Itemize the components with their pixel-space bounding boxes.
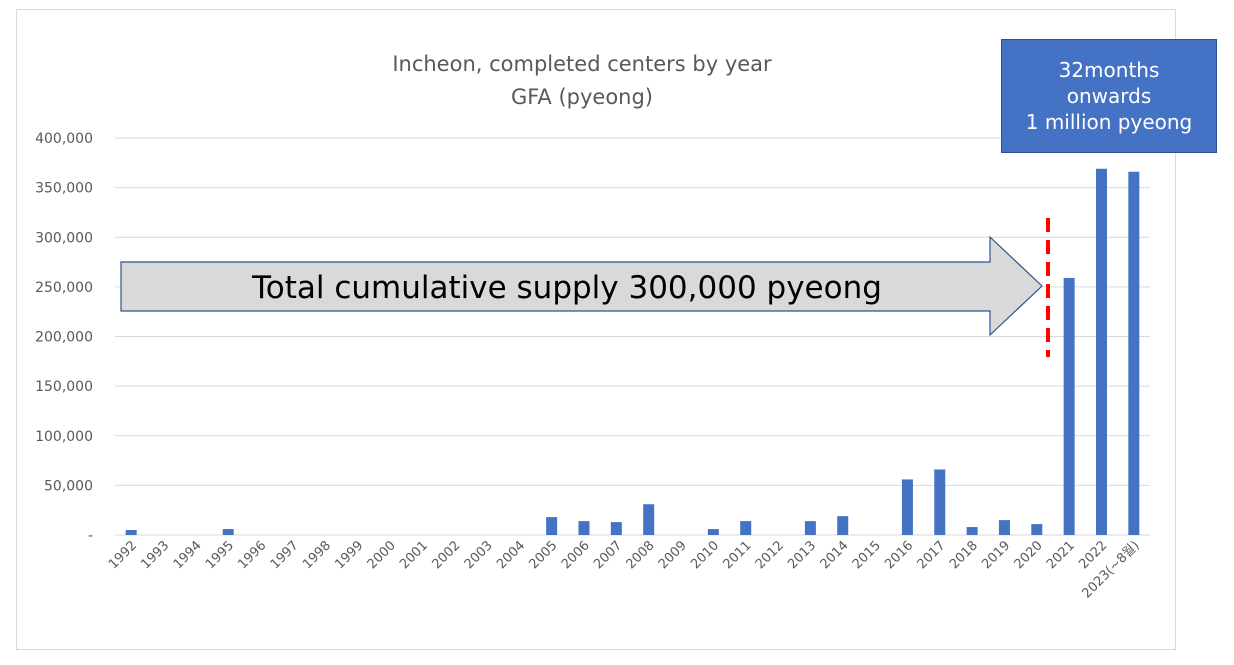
x-tick-label: 1995 bbox=[203, 538, 237, 572]
bar-2011 bbox=[740, 521, 752, 535]
y-tick-label: 300,000 bbox=[35, 230, 93, 246]
bar-1995 bbox=[222, 529, 234, 535]
x-tick-label: 2004 bbox=[494, 538, 528, 572]
bar-2007 bbox=[610, 522, 622, 535]
x-tick-label: 2013 bbox=[785, 538, 819, 572]
y-tick-label: 150,000 bbox=[35, 379, 93, 395]
callout-box: 32months onwards 1 million pyeong bbox=[1001, 39, 1217, 153]
bar-2020 bbox=[1031, 524, 1043, 535]
x-tick-label: 2012 bbox=[753, 538, 787, 572]
bar-2018 bbox=[966, 527, 978, 535]
x-tick-label: 2014 bbox=[818, 538, 852, 572]
arrow-shape bbox=[120, 235, 1043, 337]
bar-2019 bbox=[998, 520, 1010, 535]
bar-2021 bbox=[1063, 277, 1075, 535]
bars bbox=[125, 168, 1140, 535]
x-tick-label: 2019 bbox=[979, 538, 1013, 572]
x-tick-label: 2016 bbox=[882, 538, 916, 572]
callout-line-1: 32months bbox=[1058, 58, 1160, 82]
y-tick-label: 50,000 bbox=[44, 478, 93, 494]
x-tick-label: 2006 bbox=[559, 538, 593, 572]
y-tick-label: 100,000 bbox=[35, 429, 93, 445]
x-tick-label: 1997 bbox=[268, 538, 302, 572]
gridlines bbox=[115, 137, 1150, 536]
bar-2014 bbox=[837, 516, 849, 535]
arrow-label: Total cumulative supply 300,000 pyeong bbox=[251, 270, 882, 306]
x-tick-label: 2005 bbox=[526, 538, 560, 572]
x-tick-label: 1994 bbox=[171, 538, 205, 572]
x-tick-label: 1992 bbox=[106, 538, 140, 572]
x-tick-label: 2010 bbox=[688, 538, 722, 572]
callout-line-3: 1 million pyeong bbox=[1025, 110, 1193, 134]
y-tick-label: 350,000 bbox=[35, 181, 93, 197]
x-tick-label: 2009 bbox=[656, 538, 690, 572]
x-tick-label: 2021 bbox=[1044, 538, 1078, 572]
bar-2017 bbox=[934, 469, 946, 535]
x-tick-label: 1993 bbox=[138, 538, 172, 572]
cumulative-supply-arrow: Total cumulative supply 300,000 pyeong bbox=[120, 235, 1043, 337]
bar-2013 bbox=[804, 521, 816, 535]
x-tick-label: 2002 bbox=[429, 538, 463, 572]
x-tick-label: 2015 bbox=[850, 538, 884, 572]
chart-title-line-2: GFA (pyeong) bbox=[511, 85, 653, 109]
bar-2005 bbox=[546, 517, 558, 535]
callout-line-2: onwards bbox=[1066, 84, 1152, 108]
y-tick-label: 200,000 bbox=[35, 330, 93, 346]
x-tick-label: 2000 bbox=[365, 538, 399, 572]
bar-2008 bbox=[643, 504, 655, 535]
bar-1992 bbox=[125, 530, 137, 535]
x-tick-label: 1996 bbox=[235, 538, 269, 572]
y-tick-label: - bbox=[88, 528, 93, 544]
x-axis-ticks: 1992199319941995199619971998199920002001… bbox=[106, 538, 1143, 601]
x-tick-label: 1998 bbox=[300, 538, 334, 572]
chart-frame bbox=[16, 9, 1176, 650]
x-tick-label: 2003 bbox=[462, 538, 496, 572]
bar-2006 bbox=[578, 521, 590, 535]
x-tick-label: 2008 bbox=[623, 538, 657, 572]
bar-2023(~8월) bbox=[1128, 171, 1140, 535]
x-tick-label: 2007 bbox=[591, 538, 625, 572]
bar-2022 bbox=[1095, 168, 1107, 535]
x-tick-label: 2011 bbox=[721, 538, 755, 572]
x-tick-label: 1999 bbox=[332, 538, 366, 572]
y-tick-label: 250,000 bbox=[35, 280, 93, 296]
x-tick-label: 2001 bbox=[397, 538, 431, 572]
x-tick-label: 2018 bbox=[947, 538, 981, 572]
bar-2016 bbox=[901, 479, 913, 535]
x-tick-label: 2020 bbox=[1012, 538, 1046, 572]
chart-title-line-1: Incheon, completed centers by year bbox=[392, 52, 772, 76]
y-tick-label: 400,000 bbox=[35, 131, 93, 147]
y-axis-ticks: - 50,000 100,000 150,000 200,000 250,000 300,0… bbox=[35, 131, 93, 544]
bar-2010 bbox=[707, 529, 719, 535]
x-tick-label: 2017 bbox=[915, 538, 949, 572]
